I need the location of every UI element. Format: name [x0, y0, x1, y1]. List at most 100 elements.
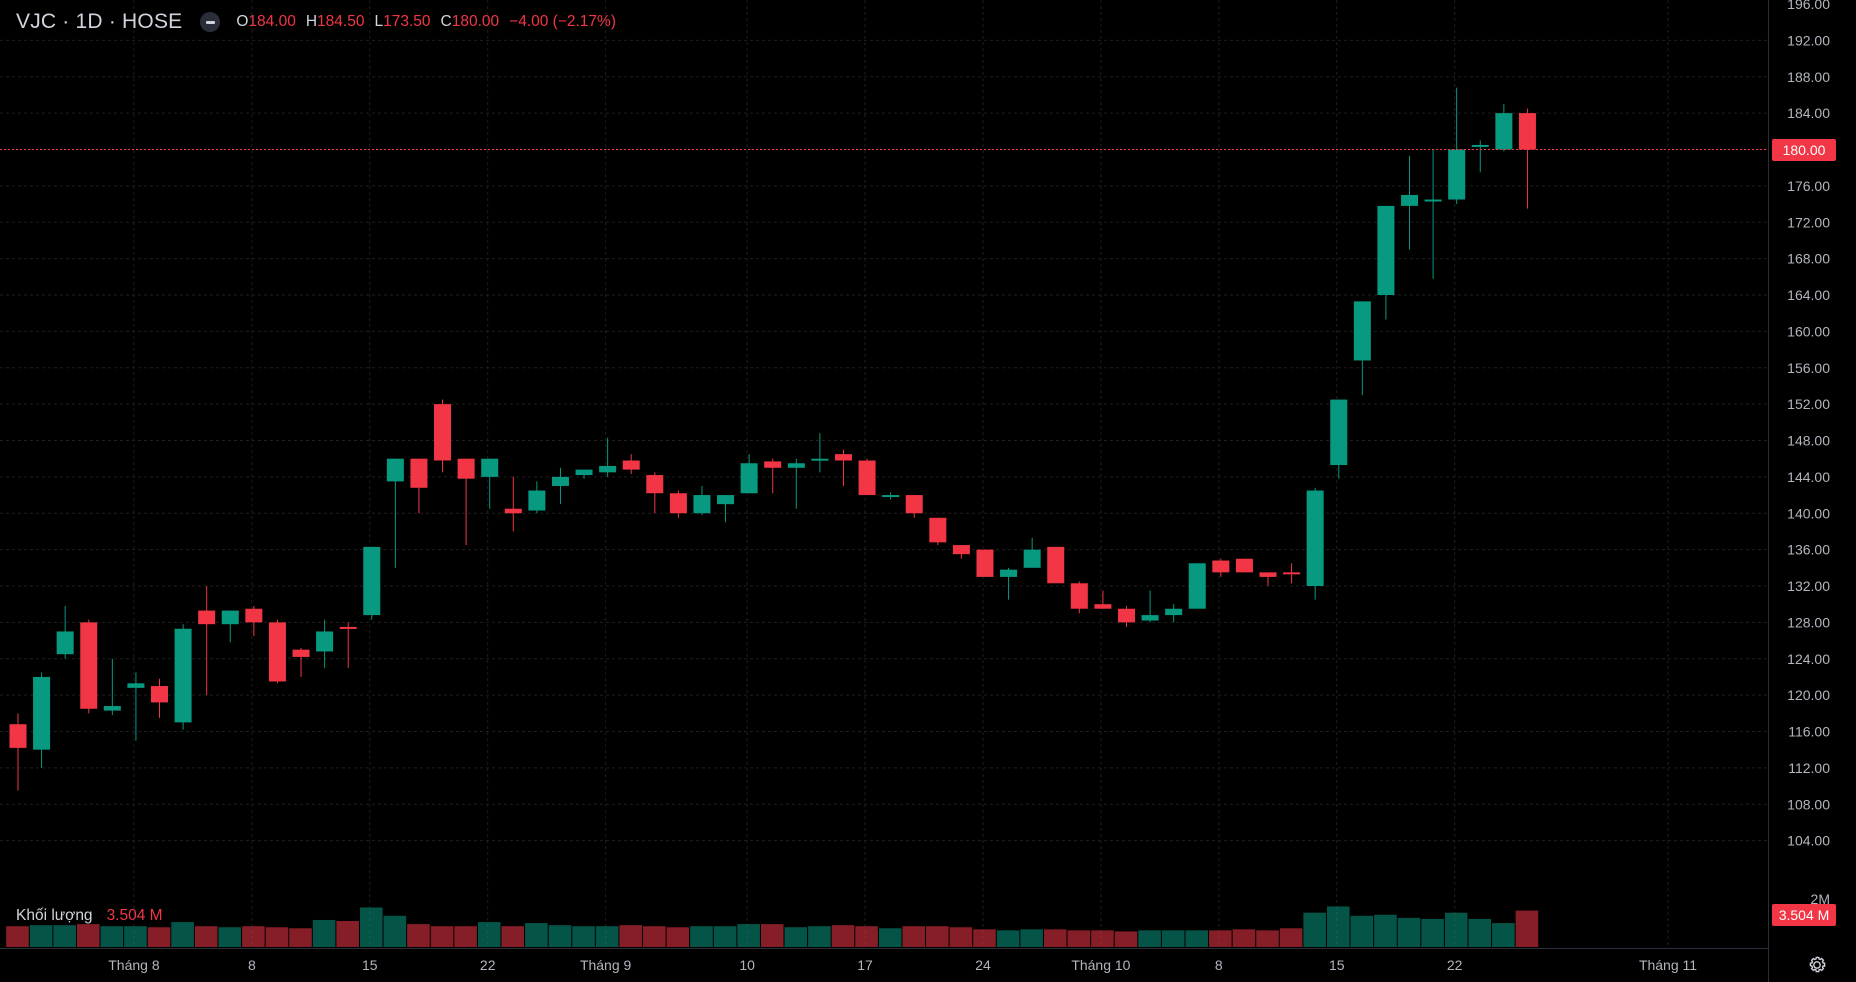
candle[interactable]: [174, 624, 192, 730]
candle[interactable]: [1094, 590, 1112, 609]
candle[interactable]: [1047, 546, 1065, 584]
candle-body: [292, 649, 310, 657]
price-tick-label: 172.00: [1787, 214, 1830, 230]
volume-bar: [76, 924, 100, 947]
candle[interactable]: [882, 492, 900, 500]
candle[interactable]: [1283, 563, 1301, 584]
volume-bar: [595, 926, 619, 947]
candle-body: [1448, 149, 1466, 200]
volume-bar: [713, 926, 737, 947]
candle[interactable]: [787, 458, 805, 509]
volume-bar: [1397, 917, 1421, 947]
candle[interactable]: [339, 622, 357, 668]
candle[interactable]: [551, 467, 569, 505]
ohlc-item: H184.50: [306, 13, 365, 31]
candle[interactable]: [622, 454, 640, 475]
volume-bar: [1020, 929, 1043, 947]
candle[interactable]: [834, 449, 852, 486]
candle[interactable]: [410, 458, 428, 514]
candle[interactable]: [151, 678, 169, 718]
candle[interactable]: [1495, 104, 1513, 152]
candle[interactable]: [481, 458, 499, 509]
candle[interactable]: [575, 469, 593, 479]
candle-body: [575, 469, 593, 476]
symbol-title[interactable]: VJC · 1D · HOSE: [16, 10, 183, 33]
candle[interactable]: [811, 433, 829, 473]
candle[interactable]: [764, 458, 782, 494]
candle[interactable]: [1330, 399, 1348, 479]
candle[interactable]: [316, 619, 334, 668]
price-axis[interactable]: 196.00192.00188.00184.00180.00176.00172.…: [1787, 0, 1830, 907]
candle[interactable]: [599, 437, 617, 477]
price-tick-label: 128.00: [1787, 614, 1830, 630]
candle[interactable]: [1000, 567, 1018, 600]
candle[interactable]: [268, 619, 286, 684]
candle[interactable]: [693, 485, 711, 516]
candle[interactable]: [528, 481, 546, 514]
volume-bar: [454, 926, 477, 947]
candle[interactable]: [1471, 140, 1489, 173]
candle[interactable]: [221, 610, 239, 643]
price-tick-label: 192.00: [1787, 32, 1830, 48]
candle-body: [1094, 604, 1112, 609]
candle[interactable]: [1401, 155, 1419, 250]
price-tick-label: 124.00: [1787, 651, 1830, 667]
candle[interactable]: [504, 476, 522, 532]
candle[interactable]: [198, 586, 216, 696]
candle[interactable]: [363, 546, 381, 620]
candle[interactable]: [292, 647, 310, 677]
candle[interactable]: [858, 458, 876, 496]
candle[interactable]: [1259, 572, 1277, 586]
price-tick-label: 184.00: [1787, 105, 1830, 121]
candle[interactable]: [1023, 537, 1041, 568]
candle[interactable]: [80, 619, 98, 714]
settings-gear-button[interactable]: [1806, 954, 1828, 976]
time-axis[interactable]: Tháng 8 8 15 22 Tháng 9 10 17 24 Tháng 10 8 15 22 Th…: [108, 957, 1697, 973]
chart-legend-header: VJC · 1D · HOSE O184.00 H184.50 L173.50 C18…: [0, 0, 1500, 44]
collapse-legend-button[interactable]: [200, 12, 221, 32]
candle[interactable]: [33, 672, 51, 768]
candle[interactable]: [905, 495, 923, 518]
candle[interactable]: [1070, 581, 1088, 614]
candle[interactable]: [56, 606, 74, 659]
volume-value: 3.504 M: [106, 907, 163, 924]
candle[interactable]: [952, 545, 970, 559]
candle[interactable]: [434, 399, 452, 473]
candle[interactable]: [646, 472, 664, 514]
candle[interactable]: [1448, 87, 1466, 205]
candle[interactable]: [1188, 563, 1206, 609]
candle[interactable]: [976, 549, 994, 577]
candle[interactable]: [1141, 590, 1159, 623]
candle[interactable]: [1212, 558, 1230, 577]
candle[interactable]: [245, 606, 263, 637]
candle[interactable]: [929, 517, 947, 546]
candle[interactable]: [9, 713, 27, 791]
candle[interactable]: [1353, 301, 1371, 396]
candle[interactable]: [740, 454, 758, 494]
candle[interactable]: [127, 672, 145, 741]
candle[interactable]: [669, 490, 687, 518]
candle[interactable]: [1306, 487, 1324, 600]
volume-bar: [808, 926, 831, 947]
candle-body: [103, 706, 121, 711]
candle[interactable]: [1518, 108, 1536, 209]
candle-body: [80, 622, 98, 709]
volume-bar: [1185, 930, 1209, 947]
candle-body: [386, 458, 404, 482]
candle[interactable]: [1117, 606, 1135, 627]
candle[interactable]: [103, 658, 121, 716]
candle-body: [127, 683, 145, 688]
candle[interactable]: [386, 458, 404, 568]
candle[interactable]: [457, 458, 475, 546]
candle-body: [669, 493, 687, 514]
candle-body: [9, 724, 27, 748]
candle[interactable]: [1165, 604, 1183, 623]
candle[interactable]: [717, 495, 735, 523]
candle-body: [198, 610, 216, 625]
volume-bar: [1232, 929, 1256, 947]
candle[interactable]: [1377, 205, 1395, 320]
candle[interactable]: [1235, 558, 1253, 573]
volume-bar: [831, 925, 855, 947]
candle[interactable]: [1424, 149, 1442, 279]
